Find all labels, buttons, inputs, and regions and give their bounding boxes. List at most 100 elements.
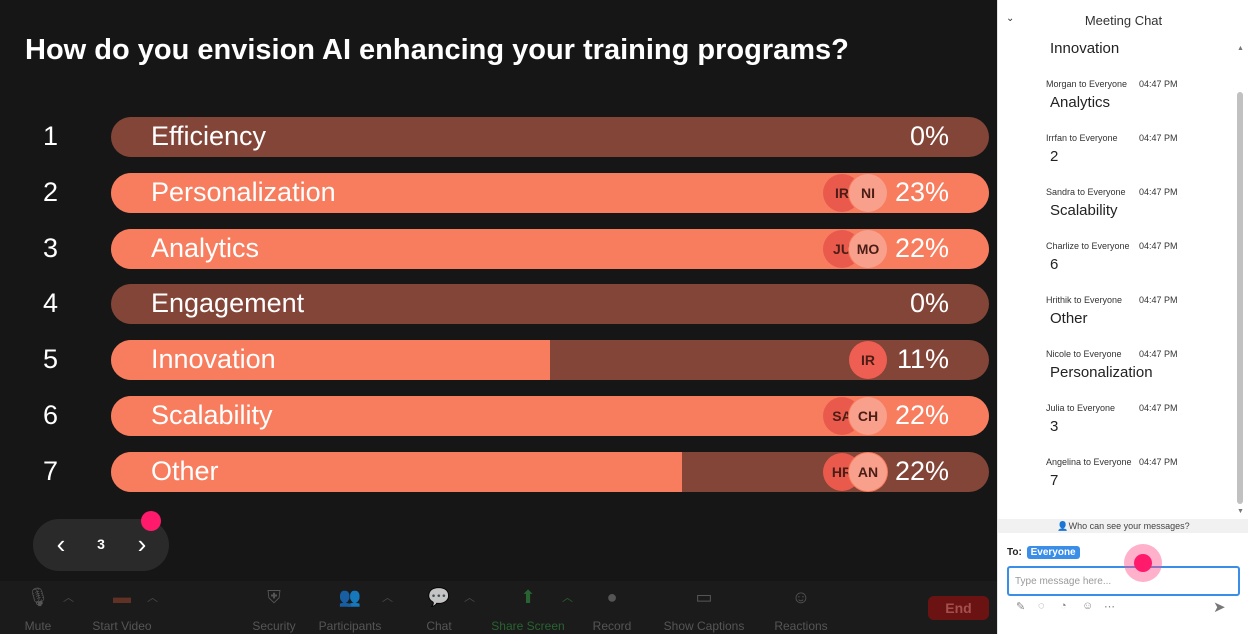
chat-message-text: 3 (1050, 418, 1059, 435)
security-label: Security (252, 619, 296, 633)
poll-option-percent: 22% (894, 233, 949, 263)
poll-option-fill (111, 452, 682, 492)
poll-option: 1 Efficiency 0% (0, 117, 997, 157)
scroll-up-icon[interactable]: ▲ (1237, 45, 1244, 52)
file-icon[interactable]: ◔ (1060, 600, 1067, 612)
poll-option: 4 Engagement 0% (0, 284, 997, 324)
poll-option-number: 6 (43, 400, 59, 430)
participants-button[interactable]: 👥 Participants (314, 585, 386, 633)
poll-option-number: 2 (43, 177, 59, 207)
poll-option-percent: 22% (894, 456, 949, 486)
poll-option: 2 Personalization IR NI 23% (0, 173, 997, 213)
poll-option: 6 Scalability SA CH 22% (0, 396, 997, 436)
share-screen-button[interactable]: ⬆ Share Screen (486, 585, 570, 633)
chat-options-caret-icon[interactable]: ︿ (464, 592, 475, 604)
meeting-toolbar: 🎙 Mute ︿ ▬ Start Video ︿ ⛨ Security 👥 Pa… (0, 581, 997, 634)
who-can-see-label: Who can see your messages? (1068, 521, 1190, 531)
poll-option-number: 3 (43, 233, 59, 263)
chat-message-text: Innovation (1050, 40, 1120, 57)
chat-message-meta: Irrfan to Everyone (1046, 133, 1118, 143)
chat-message-meta: Nicole to Everyone (1046, 349, 1122, 359)
poll-option-bar: Scalability SA CH 22% (111, 396, 989, 436)
chat-message-sender: Irrfan to Everyone 04:47 PM (1046, 133, 1178, 143)
chat-scrollbar[interactable]: ▲ ▼ (1234, 40, 1246, 520)
chat-message-meta: Hrithik to Everyone (1046, 295, 1123, 305)
meeting-chat-panel: ⌄ Meeting Chat Innovation Morgan to Every… (997, 0, 1248, 634)
chat-message-sender: Sandra to Everyone 04:47 PM (1046, 187, 1178, 197)
recipient-selector[interactable]: Everyone (1026, 546, 1080, 559)
record-label: Record (592, 619, 632, 633)
next-page-button[interactable]: › (137, 529, 147, 559)
poll-option-percent: 22% (894, 400, 949, 430)
security-button[interactable]: ⛨ Security (248, 585, 300, 633)
poll-option-label: Scalability (151, 400, 273, 430)
chat-message-time: 04:47 PM (1139, 349, 1178, 359)
reactions-button[interactable]: ☺ Reactions (770, 585, 832, 633)
participants-icon: 👥 (338, 587, 362, 607)
chat-button[interactable]: 💬 Chat (420, 585, 458, 633)
chat-message-meta: Julia to Everyone (1046, 403, 1116, 413)
poll-option-bar: Personalization IR NI 23% (111, 173, 989, 213)
emoji-icon[interactable]: ☺ (1082, 600, 1094, 612)
end-meeting-button[interactable]: End (928, 596, 989, 620)
chat-message-sender: Nicole to Everyone 04:47 PM (1046, 349, 1178, 359)
chat-message-time: 04:47 PM (1139, 403, 1178, 413)
chat-message-time: 04:47 PM (1139, 187, 1178, 197)
show-captions-button[interactable]: ▭ Show Captions (656, 585, 752, 633)
voter-avatars: IR (849, 341, 887, 379)
chat-message-text: Personalization (1050, 364, 1153, 381)
participants-options-caret-icon[interactable]: ︿ (382, 592, 393, 604)
voter-avatar: AN (849, 453, 887, 491)
record-button[interactable]: ● Record (588, 585, 636, 633)
send-icon[interactable]: ➤ (1213, 599, 1226, 616)
previous-page-button[interactable]: ‹ (56, 529, 66, 559)
format-icon[interactable]: ✎ (1016, 601, 1026, 613)
click-indicator (1134, 554, 1152, 572)
chat-message-meta: Sandra to Everyone (1046, 187, 1126, 197)
voter-avatars: IR NI (823, 174, 887, 212)
chat-message-time: 04:47 PM (1139, 241, 1178, 251)
who-can-see-link[interactable]: 👤Who can see your messages? (998, 519, 1248, 533)
poll-option-percent: 0% (909, 121, 949, 151)
chat-label: Chat (426, 619, 452, 633)
chat-message-meta: Charlize to Everyone (1046, 241, 1130, 251)
people-icon: 👤 (1057, 521, 1069, 531)
scroll-down-icon[interactable]: ▼ (1237, 508, 1244, 515)
voter-avatars: SA CH (823, 397, 887, 435)
voter-avatar: NI (849, 174, 887, 212)
page-number: 3 (97, 536, 105, 552)
chat-message-text: 7 (1050, 472, 1059, 489)
poll-option: 7 Other HR AN 22% (0, 452, 997, 492)
start-video-label: Start Video (92, 619, 152, 633)
voter-avatar: IR (849, 341, 887, 379)
chat-message-sender: Julia to Everyone 04:47 PM (1046, 403, 1178, 413)
chat-message-meta: Morgan to Everyone (1046, 79, 1128, 89)
start-video-button[interactable]: ▬ Start Video (86, 585, 158, 633)
mute-button[interactable]: 🎙 Mute (18, 585, 58, 633)
poll-option-bar: Efficiency 0% (111, 117, 989, 157)
chat-message-sender: Morgan to Everyone 04:47 PM (1046, 79, 1178, 89)
scrollbar-thumb[interactable] (1237, 92, 1243, 504)
shield-icon: ⛨ (267, 587, 281, 607)
voter-avatars: JU MO (823, 230, 887, 268)
poll-option-label: Engagement (151, 288, 305, 318)
reactions-icon: ☺ (791, 587, 811, 607)
chat-message-sender: Hrithik to Everyone 04:47 PM (1046, 295, 1178, 305)
chevron-down-icon[interactable]: ⌄ (1006, 13, 1015, 24)
audio-options-caret-icon[interactable]: ︿ (63, 592, 74, 604)
chat-message-time: 04:47 PM (1139, 295, 1178, 305)
chat-message-sender: Angelina to Everyone 04:47 PM (1046, 457, 1178, 467)
poll-option-number: 7 (43, 456, 59, 486)
more-icon[interactable]: ⋯ (1104, 601, 1115, 613)
poll-option-fill (111, 340, 550, 380)
poll-option: 3 Analytics JU MO 22% (0, 229, 997, 269)
chat-message-time: 04:47 PM (1139, 79, 1178, 89)
reactions-label: Reactions (774, 619, 828, 633)
poll-option-percent: 23% (894, 177, 949, 207)
share-options-caret-icon[interactable]: ︿ (562, 592, 573, 604)
chat-message-text: Analytics (1050, 94, 1111, 111)
microphone-icon: 🎙 (26, 587, 50, 607)
screenshot-icon[interactable]: ◌ (1038, 600, 1045, 612)
video-options-caret-icon[interactable]: ︿ (147, 592, 158, 604)
chat-message-input[interactable] (1007, 566, 1240, 596)
